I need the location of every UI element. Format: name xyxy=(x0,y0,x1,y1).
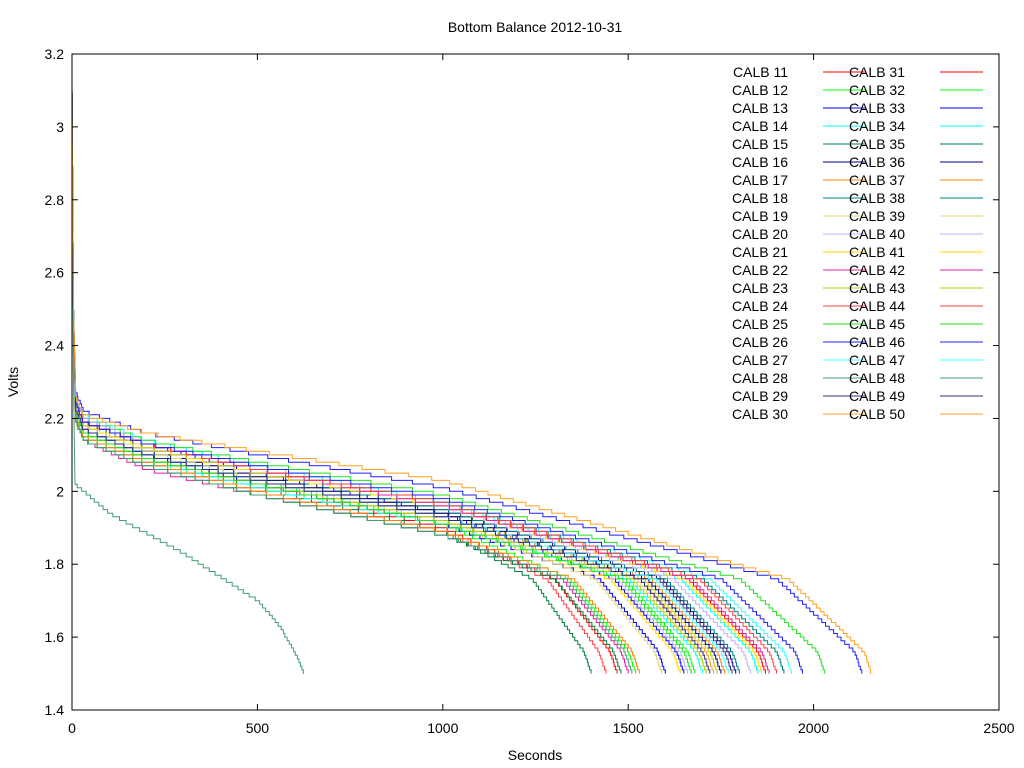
legend-label: CALB 41 xyxy=(849,244,905,260)
x-tick-label: 2500 xyxy=(983,720,1014,736)
x-tick-label: 1500 xyxy=(613,720,644,736)
legend-label: CALB 27 xyxy=(732,352,788,368)
series-line-calb-22 xyxy=(71,90,629,674)
series-line-calb-34 xyxy=(71,90,703,674)
legend-label: CALB 25 xyxy=(732,316,788,332)
chart-title: Bottom Balance 2012-10-31 xyxy=(448,19,623,35)
series-line-calb-43 xyxy=(71,90,707,674)
legend-label: CALB 24 xyxy=(732,298,788,314)
y-tick-label: 2.2 xyxy=(45,410,65,426)
series-line-calb-39 xyxy=(71,90,663,674)
legend-label: CALB 45 xyxy=(849,316,905,332)
y-tick-label: 2 xyxy=(56,483,64,499)
y-tick-label: 2.8 xyxy=(45,192,65,208)
x-tick-label: 500 xyxy=(246,720,270,736)
legend-label: CALB 50 xyxy=(849,406,905,422)
series-line-calb-11 xyxy=(71,90,618,674)
legend-label: CALB 12 xyxy=(732,82,788,98)
legend-label: CALB 49 xyxy=(849,388,905,404)
legend-label: CALB 11 xyxy=(733,64,788,80)
series-line-calb-49 xyxy=(71,90,711,674)
x-axis-label: Seconds xyxy=(508,747,562,763)
series-line-calb-41 xyxy=(71,90,763,674)
series-line-calb-48 xyxy=(71,90,633,674)
legend-label: CALB 19 xyxy=(732,208,788,224)
series-line-calb-38 xyxy=(71,90,785,674)
legend-label: CALB 15 xyxy=(732,136,788,152)
legend-label: CALB 36 xyxy=(849,154,905,170)
y-tick-label: 2.6 xyxy=(45,265,65,281)
series-line-calb-26 xyxy=(71,90,863,674)
legend-label: CALB 34 xyxy=(849,118,905,134)
legend-label: CALB 35 xyxy=(849,136,905,152)
x-tick-label: 1000 xyxy=(427,720,458,736)
legend: CALB 11 CALB 12 CALB 13 CALB 14 CALB 15 CALB … xyxy=(732,64,983,422)
legend-label: CALB 44 xyxy=(849,298,905,314)
legend-label: CALB 46 xyxy=(849,334,905,350)
legend-label: CALB 22 xyxy=(732,262,788,278)
series-line-calb-28 xyxy=(71,90,304,675)
legend-label: CALB 14 xyxy=(732,118,788,134)
series-line-calb-46 xyxy=(71,90,803,674)
legend-label: CALB 18 xyxy=(732,190,788,206)
legend-label: CALB 40 xyxy=(849,226,905,242)
y-tick-label: 1.6 xyxy=(45,629,65,645)
series-line-calb-40 xyxy=(71,90,752,674)
series-line-calb-50 xyxy=(71,90,872,675)
series-line-calb-13 xyxy=(71,90,685,674)
legend-label: CALB 32 xyxy=(849,82,905,98)
legend-label: CALB 39 xyxy=(849,208,905,224)
legend-label: CALB 13 xyxy=(732,100,788,116)
legend-label: CALB 16 xyxy=(732,154,788,170)
legend-label: CALB 23 xyxy=(732,280,788,296)
legend-label: CALB 47 xyxy=(849,352,905,368)
legend-label: CALB 33 xyxy=(849,100,905,116)
legend-label: CALB 48 xyxy=(849,370,905,386)
series-line-calb-24 xyxy=(71,90,607,674)
series-line-calb-45 xyxy=(71,90,692,674)
y-tick-label: 3 xyxy=(56,119,64,135)
legend-label: CALB 17 xyxy=(732,172,788,188)
x-tick-label: 2000 xyxy=(798,720,829,736)
legend-label: CALB 20 xyxy=(732,226,788,242)
y-tick-label: 3.2 xyxy=(45,46,65,62)
series-line-calb-19 xyxy=(71,90,707,674)
series-line-calb-15 xyxy=(71,90,592,674)
series-line-calb-20 xyxy=(71,90,688,674)
legend-label: CALB 38 xyxy=(849,190,905,206)
legend-label: CALB 43 xyxy=(849,280,905,296)
series-line-calb-25 xyxy=(71,90,826,674)
axis-ticks: 0 500 1000 1500 2000 2500 1.4 1.6 1.8 2 2.2 2.4 2.6 2… xyxy=(45,46,1015,736)
legend-label: CALB 29 xyxy=(732,388,788,404)
y-tick-label: 1.8 xyxy=(45,556,65,572)
x-tick-label: 0 xyxy=(68,720,76,736)
series-curves xyxy=(71,90,872,675)
y-axis-label: Volts xyxy=(5,367,21,397)
legend-label: CALB 42 xyxy=(849,262,905,278)
y-tick-label: 1.4 xyxy=(45,702,65,718)
legend-label: CALB 31 xyxy=(849,64,905,80)
series-line-calb-27 xyxy=(71,90,792,674)
legend-label: CALB 37 xyxy=(849,172,905,188)
legend-label: CALB 26 xyxy=(732,334,788,350)
plot-frame xyxy=(71,53,1000,711)
series-line-calb-37 xyxy=(71,90,640,674)
legend-label: CALB 30 xyxy=(732,406,788,422)
legend-label: CALB 28 xyxy=(732,370,788,386)
y-tick-label: 2.4 xyxy=(45,338,65,354)
series-line-calb-21 xyxy=(71,90,681,674)
legend-label: CALB 21 xyxy=(732,244,788,260)
